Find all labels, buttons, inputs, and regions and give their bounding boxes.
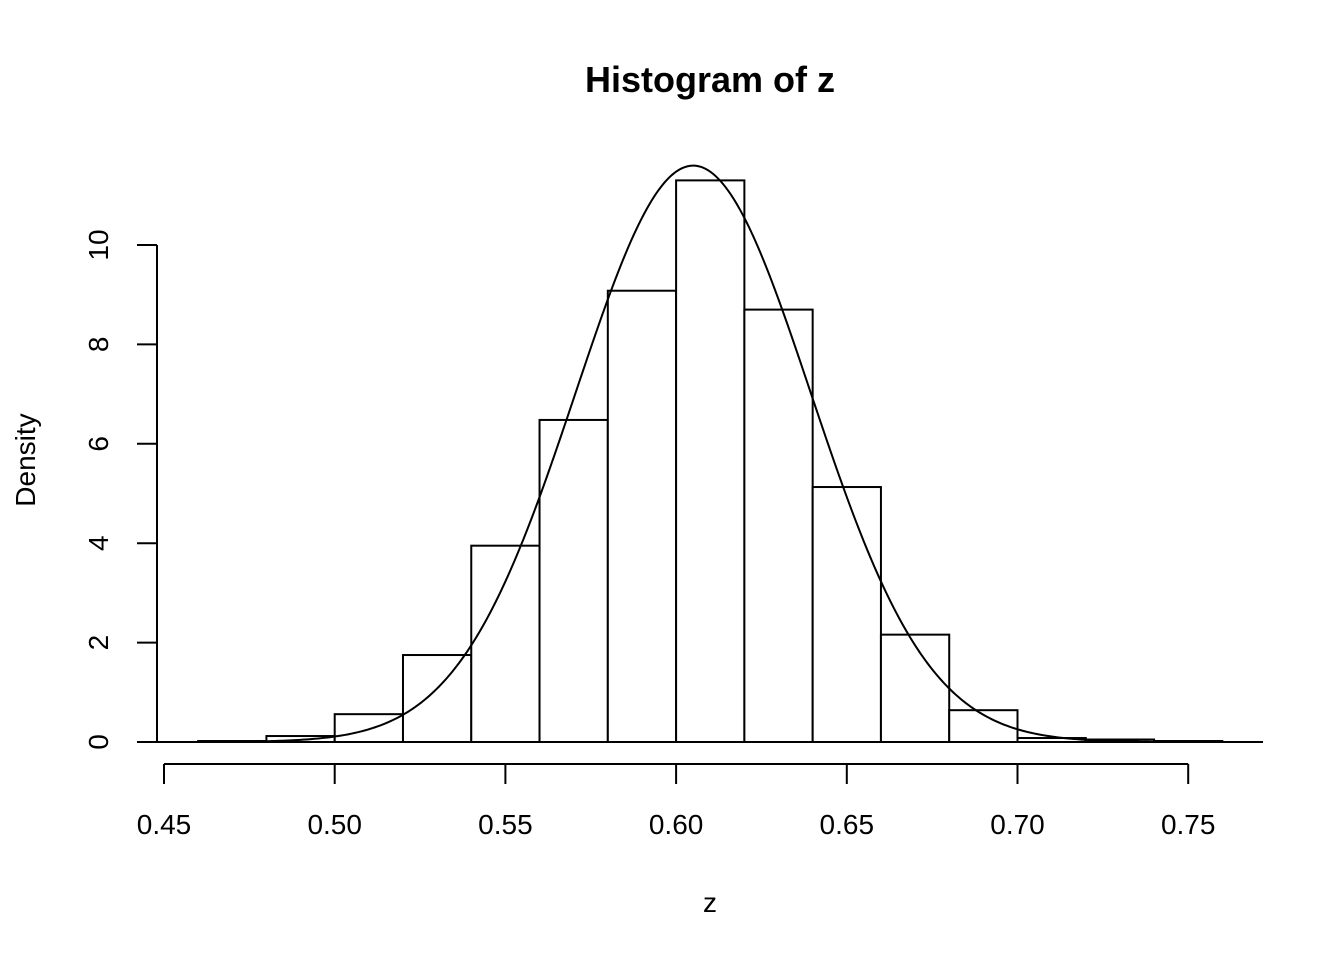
x-tick-label-7: 0.75 bbox=[1161, 809, 1216, 840]
x-tick-label-4: 0.60 bbox=[649, 809, 704, 840]
y-axis-label: Density bbox=[10, 413, 41, 506]
histogram-bar-6 bbox=[538, 418, 609, 743]
histogram-bar-8 bbox=[675, 179, 746, 743]
x-tick-label-1: 0.45 bbox=[137, 809, 192, 840]
x-axis-label: z bbox=[703, 887, 717, 918]
histogram-bar-9 bbox=[743, 308, 814, 743]
x-axis: 0.45 0.50 0.55 0.60 0.65 0.70 0.75 bbox=[137, 763, 1216, 840]
y-axis: 0 2 4 6 8 10 bbox=[83, 229, 158, 750]
y-tick-label-2: 2 bbox=[83, 635, 114, 651]
density-curve-layer bbox=[198, 164, 1223, 743]
x-tick-label-3: 0.55 bbox=[478, 809, 533, 840]
y-tick-label-3: 4 bbox=[83, 535, 114, 551]
x-tick-label-6: 0.70 bbox=[990, 809, 1045, 840]
x-tick-label-5: 0.65 bbox=[820, 809, 875, 840]
density-curve bbox=[198, 164, 1223, 743]
histogram-bar-3 bbox=[333, 713, 404, 744]
histogram-bar-7 bbox=[606, 289, 678, 743]
y-tick-label-4: 6 bbox=[83, 436, 114, 452]
x-tick-label-2: 0.50 bbox=[307, 809, 362, 840]
chart-title: Histogram of z bbox=[585, 59, 835, 100]
histogram-bar-4 bbox=[401, 654, 473, 744]
y-tick-label-5: 8 bbox=[83, 337, 114, 353]
histogram-bar-10 bbox=[811, 486, 882, 743]
histogram-bars bbox=[197, 179, 1224, 744]
y-tick-label-1: 0 bbox=[83, 734, 114, 750]
histogram-bar-5 bbox=[470, 544, 541, 743]
y-tick-label-6: 10 bbox=[83, 229, 114, 260]
histogram-bar-11 bbox=[879, 633, 951, 744]
